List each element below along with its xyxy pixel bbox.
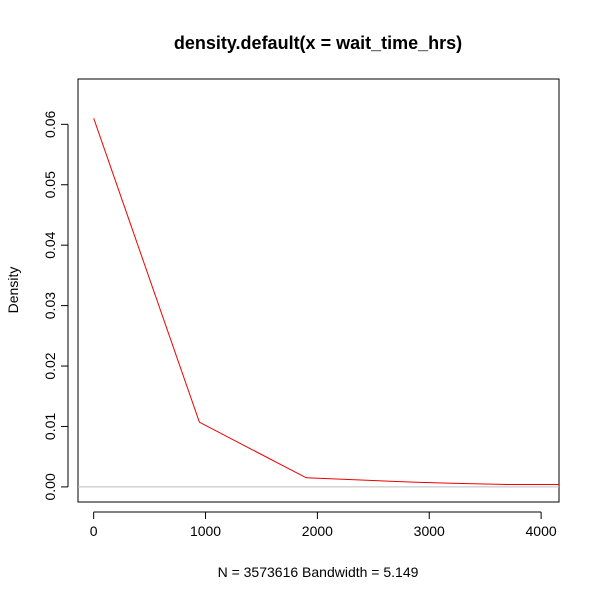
- y-tick-label: 0.03: [42, 292, 58, 319]
- x-tick-label: 3000: [414, 523, 445, 539]
- y-tick-label: 0.04: [42, 231, 58, 258]
- series-layer: [78, 118, 559, 488]
- density-line: [93, 118, 559, 485]
- plot-area: 0 1000 2000 3000 4000 0.000.010.020.030.040.…: [42, 78, 560, 539]
- chart-title: density.default(x = wait_time_hrs): [174, 33, 462, 53]
- chart-subtitle: N = 3573616 Bandwidth = 5.149: [218, 564, 419, 580]
- y-tick-label: 0.02: [42, 352, 58, 379]
- x-axis: 0 1000 2000 3000 4000: [90, 511, 557, 539]
- plot-box: [77, 78, 560, 503]
- x-tick-label: 1000: [190, 523, 221, 539]
- x-tick-label: 0: [90, 523, 98, 539]
- y-tick-label: 0.05: [42, 171, 58, 198]
- x-tick-label: 2000: [302, 523, 333, 539]
- y-tick-label: 0.06: [42, 110, 58, 137]
- y-axis-label: Density: [5, 267, 21, 314]
- y-tick-label: 0.01: [42, 413, 58, 440]
- x-tick-label: 4000: [526, 523, 557, 539]
- y-tick-label: 0.00: [42, 473, 58, 500]
- y-axis: 0.00 0.01 0.02 0.03 0.04 0.05 0.06: [42, 110, 69, 501]
